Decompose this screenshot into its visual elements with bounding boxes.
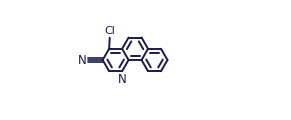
Text: N: N <box>118 73 127 87</box>
Text: N: N <box>78 54 87 66</box>
Text: Cl: Cl <box>104 26 115 36</box>
